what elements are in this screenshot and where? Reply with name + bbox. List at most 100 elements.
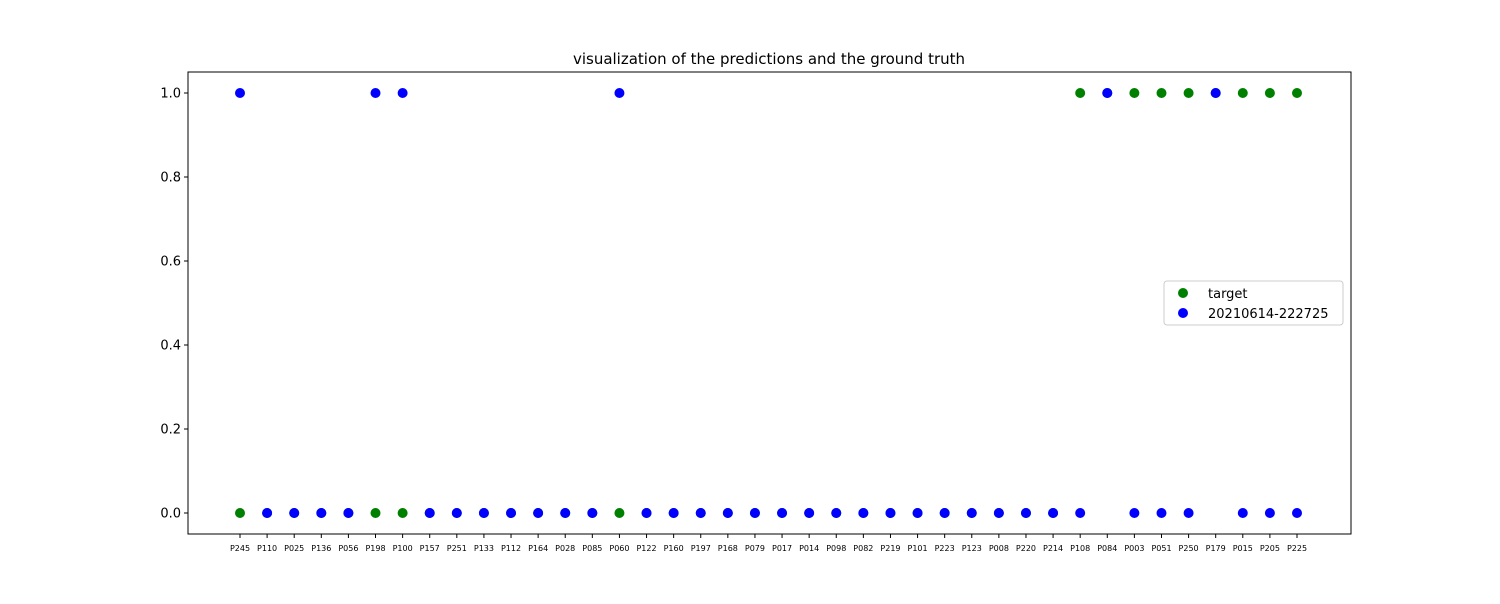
point-prediction <box>668 508 679 518</box>
point-prediction <box>1102 88 1113 98</box>
point-prediction <box>831 508 842 518</box>
legend-box <box>1163 280 1344 326</box>
x-tick-label: P198 <box>365 544 385 553</box>
point-prediction <box>641 508 652 518</box>
x-tick-label: P197 <box>691 544 711 553</box>
point-prediction <box>912 508 923 518</box>
point-prediction <box>885 508 896 518</box>
point-prediction <box>533 508 544 518</box>
x-tick-label: P219 <box>880 544 900 553</box>
point-prediction <box>1075 508 1086 518</box>
legend-label: 20210614-222725 <box>1208 307 1329 322</box>
x-tick-label: P122 <box>636 544 656 553</box>
point-prediction <box>1156 508 1167 518</box>
y-tick-label: 0.2 <box>160 423 181 438</box>
x-tick-label: P008 <box>989 544 1009 553</box>
point-target <box>1156 88 1167 98</box>
point-prediction <box>804 508 815 518</box>
point-prediction <box>1210 88 1221 98</box>
point-prediction <box>1048 508 1059 518</box>
x-tick-label: P205 <box>1260 544 1280 553</box>
x-tick-label: P160 <box>664 544 684 553</box>
point-prediction <box>777 508 788 518</box>
point-prediction <box>1020 508 1031 518</box>
x-tick-label: P084 <box>1097 544 1117 553</box>
point-prediction <box>235 88 245 98</box>
chart-title: visualization of the predictions and the… <box>573 50 965 68</box>
x-tick-label: P136 <box>311 544 331 553</box>
x-tick-label: P100 <box>393 544 413 553</box>
x-tick-label: P164 <box>528 544 548 553</box>
x-tick-label: P123 <box>962 544 982 553</box>
point-prediction <box>993 508 1004 518</box>
x-tick-label: P015 <box>1233 544 1253 553</box>
x-tick-label: P014 <box>799 544 819 553</box>
x-tick-label: P082 <box>853 544 873 553</box>
point-prediction <box>397 88 408 98</box>
point-target <box>235 508 245 518</box>
x-tick-label: P168 <box>718 544 738 553</box>
point-prediction <box>1129 508 1140 518</box>
point-prediction <box>749 508 760 518</box>
point-prediction <box>1292 508 1302 518</box>
legend-label: target <box>1208 287 1248 302</box>
point-prediction <box>858 508 869 518</box>
point-target <box>1264 88 1275 98</box>
point-prediction <box>262 508 273 518</box>
x-tick-label: P157 <box>420 544 440 553</box>
point-prediction <box>587 508 598 518</box>
point-prediction <box>560 508 571 518</box>
x-tick-label: P110 <box>257 544 277 553</box>
point-target <box>614 508 625 518</box>
x-tick-label: P214 <box>1043 544 1063 553</box>
point-target <box>1129 88 1140 98</box>
point-target <box>397 508 408 518</box>
point-prediction <box>1183 508 1194 518</box>
point-prediction <box>722 508 733 518</box>
point-prediction <box>939 508 950 518</box>
x-tick-label: P223 <box>935 544 955 553</box>
x-tick-label: P085 <box>582 544 602 553</box>
x-axis: P245 P110 P025 P136 P056 P198 P100 P157 P251 P133… <box>230 534 1307 553</box>
y-tick-label: 1.0 <box>160 87 181 102</box>
point-target <box>1183 88 1194 98</box>
y-axis: 0.0 0.2 0.4 0.6 0.8 1.0 <box>160 87 188 522</box>
point-prediction <box>966 508 977 518</box>
x-tick-label: P245 <box>230 544 250 553</box>
point-prediction <box>1237 508 1248 518</box>
point-target <box>370 508 381 518</box>
x-tick-label: P133 <box>474 544 494 553</box>
x-tick-label: P025 <box>284 544 304 553</box>
x-tick-label: P003 <box>1124 544 1144 553</box>
y-tick-label: 0.8 <box>160 171 181 186</box>
y-tick-label: 0.0 <box>160 507 181 522</box>
x-tick-label: P250 <box>1179 544 1199 553</box>
point-target <box>1292 88 1302 98</box>
point-prediction <box>316 508 327 518</box>
point-prediction <box>289 508 300 518</box>
point-prediction <box>370 88 381 98</box>
point-prediction <box>343 508 354 518</box>
x-tick-label: P112 <box>501 544 521 553</box>
x-tick-label: P060 <box>609 544 629 553</box>
point-target <box>1237 88 1248 98</box>
x-tick-label: P017 <box>772 544 792 553</box>
x-tick-label: P108 <box>1070 544 1090 553</box>
y-tick-label: 0.4 <box>160 339 181 354</box>
x-tick-label: P028 <box>555 544 575 553</box>
plot-frame <box>187 71 1352 535</box>
x-tick-label: P051 <box>1151 544 1171 553</box>
point-prediction <box>1264 508 1275 518</box>
x-tick-label: P079 <box>745 544 765 553</box>
point-prediction <box>451 508 462 518</box>
x-tick-label: P056 <box>338 544 358 553</box>
legend-marker <box>1178 308 1188 318</box>
x-tick-label: P098 <box>826 544 846 553</box>
x-tick-label: P179 <box>1206 544 1226 553</box>
legend: target 20210614-222725 <box>1163 280 1344 326</box>
x-tick-label: P101 <box>908 544 928 553</box>
x-tick-label: P225 <box>1287 544 1307 553</box>
point-target <box>1075 88 1086 98</box>
